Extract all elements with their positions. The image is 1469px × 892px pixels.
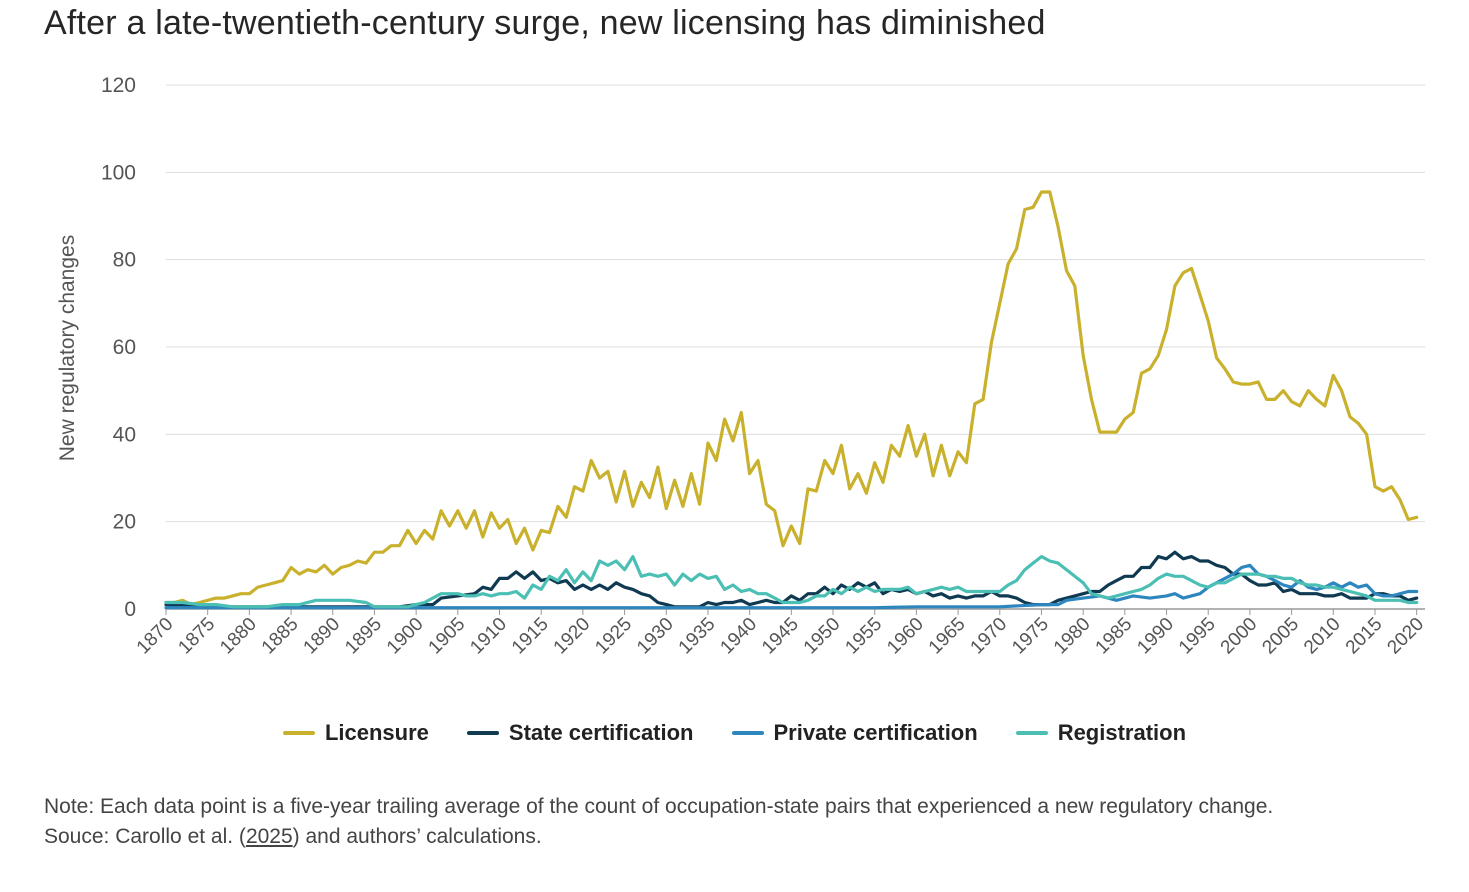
x-tick-label: 1890 <box>300 614 345 659</box>
legend-label-registration: Registration <box>1057 720 1187 745</box>
x-tick-label: 1955 <box>841 614 886 659</box>
x-tick-label: 1930 <box>633 614 678 659</box>
citation-link[interactable]: 2025 <box>245 825 293 848</box>
legend-label-state-certification: State certification <box>508 720 694 745</box>
y-tick-label: 100 <box>101 161 136 184</box>
x-tick-label: 1870 <box>133 614 178 659</box>
y-tick-label: 20 <box>113 511 136 534</box>
footnote: Note: Each data point is a five-year tra… <box>44 792 1424 852</box>
x-tick-label: 2005 <box>1258 614 1303 659</box>
x-tick-label: 1990 <box>1133 614 1178 659</box>
y-tick-label: 40 <box>113 423 136 446</box>
note-text: Note: Each data point is a five-year tra… <box>44 795 1274 818</box>
licensure-swatch <box>282 731 315 735</box>
series-line-licensure <box>164 190 1419 607</box>
x-tick-label: 1945 <box>758 614 803 659</box>
x-tick-label: 1985 <box>1092 614 1137 659</box>
x-tick-label: 1900 <box>383 614 428 659</box>
x-tick-label: 1895 <box>341 614 386 659</box>
source-suffix: ) and authors’ calculations. <box>292 825 542 848</box>
x-tick-label: 1925 <box>591 614 636 659</box>
x-tick-label: 2000 <box>1217 614 1262 659</box>
x-tick-label: 1875 <box>174 614 219 659</box>
y-tick-label: 0 <box>124 598 136 621</box>
line-chart: 0 20 40 60 80 100 120 187018751880188518901895… <box>101 74 1428 659</box>
x-tick-label: 2020 <box>1383 614 1428 659</box>
series-line-private-certification <box>164 563 1419 610</box>
x-tick-label: 1995 <box>1175 614 1220 659</box>
x-tick-label: 1885 <box>258 614 303 659</box>
y-tick-label: 80 <box>113 249 136 272</box>
legend: Licensure State certification Private ce… <box>0 720 1469 746</box>
x-tick-label: 1920 <box>550 614 595 659</box>
legend-item-state-certification[interactable]: State certification <box>466 720 694 746</box>
x-tick-label: 1905 <box>425 614 470 659</box>
series-line-registration <box>164 555 1419 609</box>
source-text: Souce: Carollo et al. (2025) and authors… <box>44 822 1424 852</box>
legend-item-registration[interactable]: Registration <box>1015 720 1187 746</box>
x-tick-label: 1965 <box>925 614 970 659</box>
series-lines <box>164 190 1419 610</box>
y-tick-label: 120 <box>101 74 136 97</box>
x-tick-label: 1975 <box>1008 614 1053 659</box>
series-line-state-certification <box>164 550 1419 609</box>
legend-item-private-certification[interactable]: Private certification <box>731 720 978 746</box>
private-certification-swatch <box>731 731 764 735</box>
legend-label-private-certification: Private certification <box>773 720 978 745</box>
state-certification-swatch <box>466 731 499 735</box>
legend-label-licensure: Licensure <box>324 720 429 745</box>
x-tick-label: 1960 <box>883 614 928 659</box>
x-tick-label: 1950 <box>800 614 845 659</box>
x-tick-label: 1980 <box>1050 614 1095 659</box>
source-prefix: Souce: Carollo et al. ( <box>44 825 246 848</box>
x-tick-label: 1940 <box>716 614 761 659</box>
x-tick-label: 2015 <box>1342 614 1387 659</box>
x-tick-label: 2010 <box>1300 614 1345 659</box>
x-tick-label: 1910 <box>466 614 511 659</box>
registration-swatch <box>1015 731 1048 735</box>
x-tick-label: 1935 <box>675 614 720 659</box>
y-tick-labels: 0 20 40 60 80 100 120 <box>101 74 136 621</box>
x-tick-label: 1970 <box>967 614 1012 659</box>
x-tick-label: 1915 <box>508 614 553 659</box>
legend-item-licensure[interactable]: Licensure <box>282 720 429 746</box>
chart-title: After a late-twentieth-century surge, ne… <box>44 4 1046 42</box>
y-tick-label: 60 <box>113 336 136 359</box>
x-tick-label: 1880 <box>216 614 261 659</box>
x-tick-labels: 1870187518801885189018951900190519101915… <box>133 614 1428 659</box>
